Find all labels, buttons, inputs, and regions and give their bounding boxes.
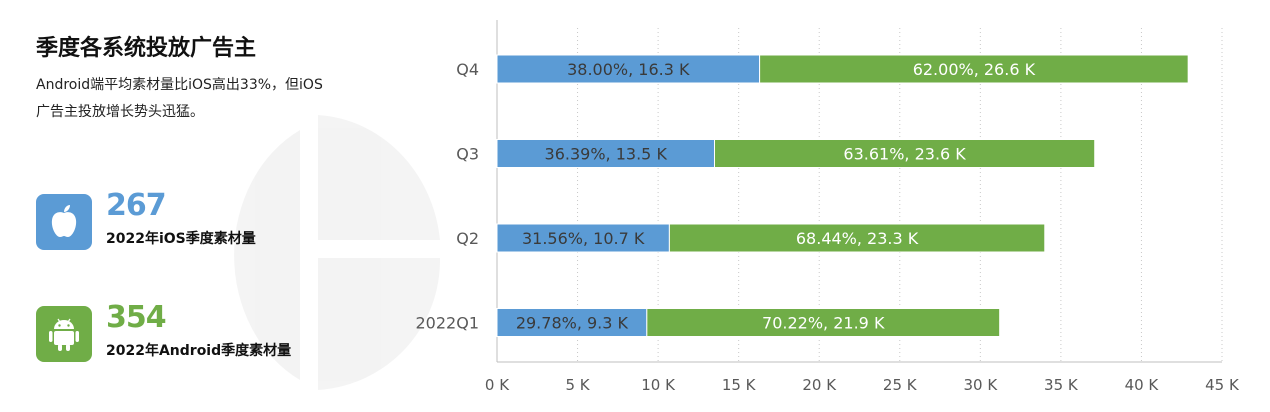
page-subtitle: Android端平均素材量比iOS高出33%，但iOS广告主投放增长势头迅猛。 — [36, 77, 323, 120]
android-bar — [668, 223, 1046, 253]
x-tick-label: 20 K — [802, 376, 837, 394]
category-label: Q4 — [456, 60, 479, 79]
x-tick-label: 0 K — [485, 376, 510, 394]
x-tick-label: 45 K — [1205, 376, 1240, 394]
bar-data-label: 38.00%, 16.3 K — [567, 60, 690, 79]
x-tick-label: 5 K — [565, 376, 590, 394]
x-tick-label: 30 K — [963, 376, 998, 394]
category-label: 2022Q1 — [416, 314, 480, 333]
summary-panel: 季度各系统投放广告主 Android端平均素材量比iOS高出33%，但iOS广告… — [0, 0, 460, 412]
bar-data-label: 70.22%, 21.9 K — [762, 314, 885, 333]
android-bar — [714, 139, 1096, 168]
android-icon — [36, 306, 92, 362]
bar-data-label: 63.61%, 23.6 K — [843, 145, 966, 164]
android-bar — [646, 308, 1001, 337]
page-title: 季度各系统投放广告主 — [36, 36, 257, 61]
android-stat-label: 2022年Android季度素材量 — [106, 343, 292, 359]
category-label: Q2 — [456, 229, 479, 248]
ios-stat-label: 2022年iOS季度素材量 — [106, 231, 256, 247]
ios-bar — [496, 223, 670, 253]
bar-data-label: 36.39%, 13.5 K — [545, 145, 668, 164]
ios-bar — [496, 308, 648, 337]
android-stat-value: 354 — [106, 300, 167, 335]
x-tick-label: 15 K — [722, 376, 757, 394]
bar-data-label: 31.56%, 10.7 K — [522, 229, 645, 248]
bar-data-label: 68.44%, 23.3 K — [796, 229, 919, 248]
bar-data-label: 62.00%, 26.6 K — [913, 60, 1036, 79]
category-label: Q3 — [456, 145, 479, 164]
x-tick-label: 40 K — [1125, 376, 1160, 394]
android-bar — [759, 54, 1189, 84]
bar-data-label: 29.78%, 9.3 K — [516, 314, 629, 333]
ios-stat-value: 267 — [106, 188, 167, 223]
x-tick-label: 10 K — [641, 376, 676, 394]
x-tick-label: 25 K — [883, 376, 918, 394]
apple-icon — [36, 194, 92, 250]
x-tick-label: 35 K — [1044, 376, 1079, 394]
